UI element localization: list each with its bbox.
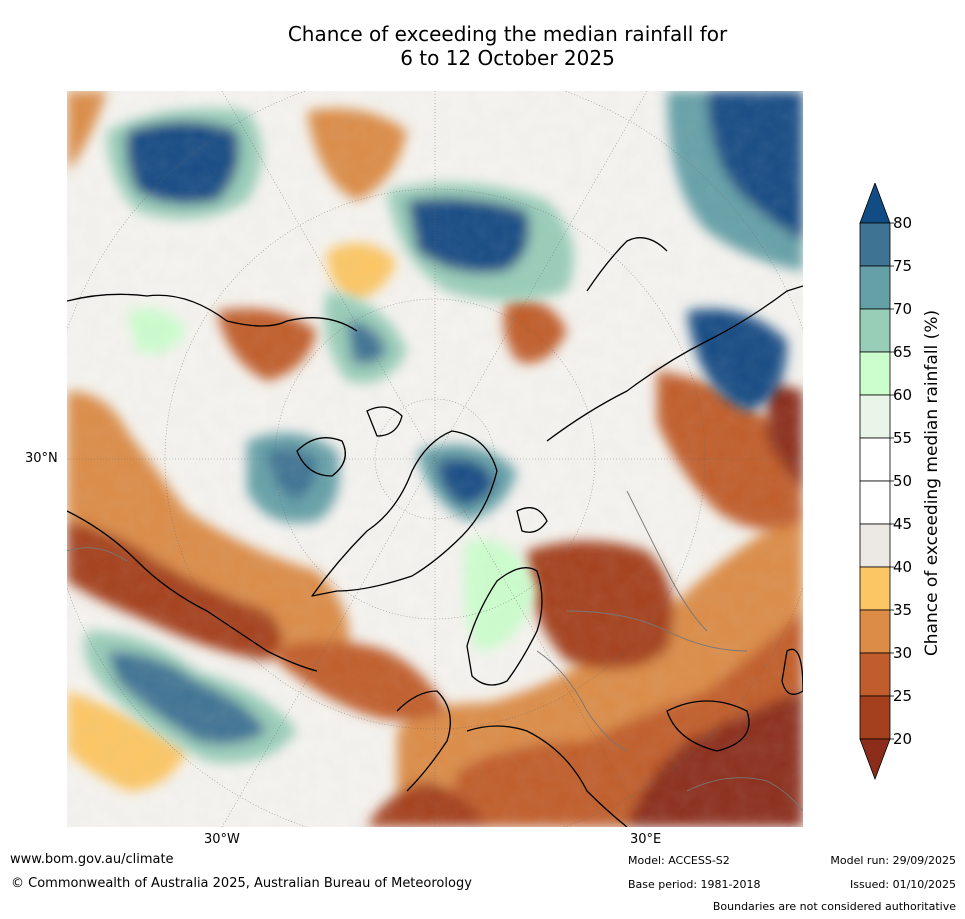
map-canvas — [67, 91, 803, 827]
coastlines — [67, 237, 803, 827]
colorbar-bin — [859, 351, 891, 396]
colorbar-bin — [859, 222, 891, 267]
colorbar-arrow-bottom — [859, 738, 891, 781]
issued-text: Issued: 01/10/2025 — [849, 878, 956, 891]
colorbar-tick-label: 70 — [893, 300, 912, 318]
website-link[interactable]: www.bom.gov.au/climate — [10, 852, 174, 867]
colorbar-bin — [859, 695, 891, 740]
colorbar-tick-label: 80 — [893, 214, 912, 232]
colorbar-bin — [859, 308, 891, 353]
colorbar: 20 25 30 35 40 45 50 55 60 65 70 75 80 — [858, 181, 948, 783]
colorbar-tick-label: 60 — [893, 386, 912, 404]
colorbar-tick-label: 30 — [893, 644, 912, 662]
colorbar-tick-label: 40 — [893, 558, 912, 576]
disclaimer-text: Boundaries are not considered authoritat… — [712, 900, 956, 913]
country-borders — [67, 490, 803, 812]
lat-label-30n: 30°N — [25, 451, 58, 466]
colorbar-bin — [859, 652, 891, 697]
lon-label-30e: 30°E — [630, 832, 662, 847]
rainfall-probability-map — [67, 91, 803, 827]
colorbar-tick-label: 55 — [893, 429, 912, 447]
contour-texture — [67, 91, 803, 827]
colorbar-title: Chance of exceeding median rainfall (%) — [922, 309, 942, 657]
colorbar-bin — [859, 566, 891, 611]
colorbar-tick-label: 25 — [893, 687, 912, 705]
graticule — [67, 91, 803, 827]
model-run-text: Model run: 29/09/2025 — [830, 854, 956, 867]
model-text: Model: ACCESS-S2 — [628, 854, 730, 867]
colorbar-bin — [859, 394, 891, 439]
colorbar-svg: 20 25 30 35 40 45 50 55 60 65 70 75 80 — [859, 181, 912, 781]
title-line-1: Chance of exceeding the median rainfall … — [287, 22, 728, 46]
title-line-2: 6 to 12 October 2025 — [400, 46, 615, 70]
colorbar-bin — [859, 437, 891, 482]
colorbar-tick-label: 65 — [893, 343, 912, 361]
lon-label-30w: 30°W — [204, 832, 240, 847]
colorbar-arrow-top — [859, 181, 891, 224]
colorbar-tick-label: 75 — [893, 257, 912, 275]
base-period-text: Base period: 1981-2018 — [628, 878, 761, 891]
colorbar-tick-label: 20 — [893, 730, 912, 748]
colorbar-tick-label: 50 — [893, 472, 912, 490]
copyright-text: © Commonwealth of Australia 2025, Austra… — [11, 876, 472, 891]
colorbar-tick-label: 45 — [893, 515, 912, 533]
colorbar-bin — [859, 609, 891, 654]
colorbar-bin — [859, 480, 891, 525]
colorbar-tick-label: 35 — [893, 601, 912, 619]
map-title: Chance of exceeding the median rainfall … — [0, 22, 965, 70]
colorbar-bin — [859, 523, 891, 568]
colorbar-bin — [859, 265, 891, 310]
